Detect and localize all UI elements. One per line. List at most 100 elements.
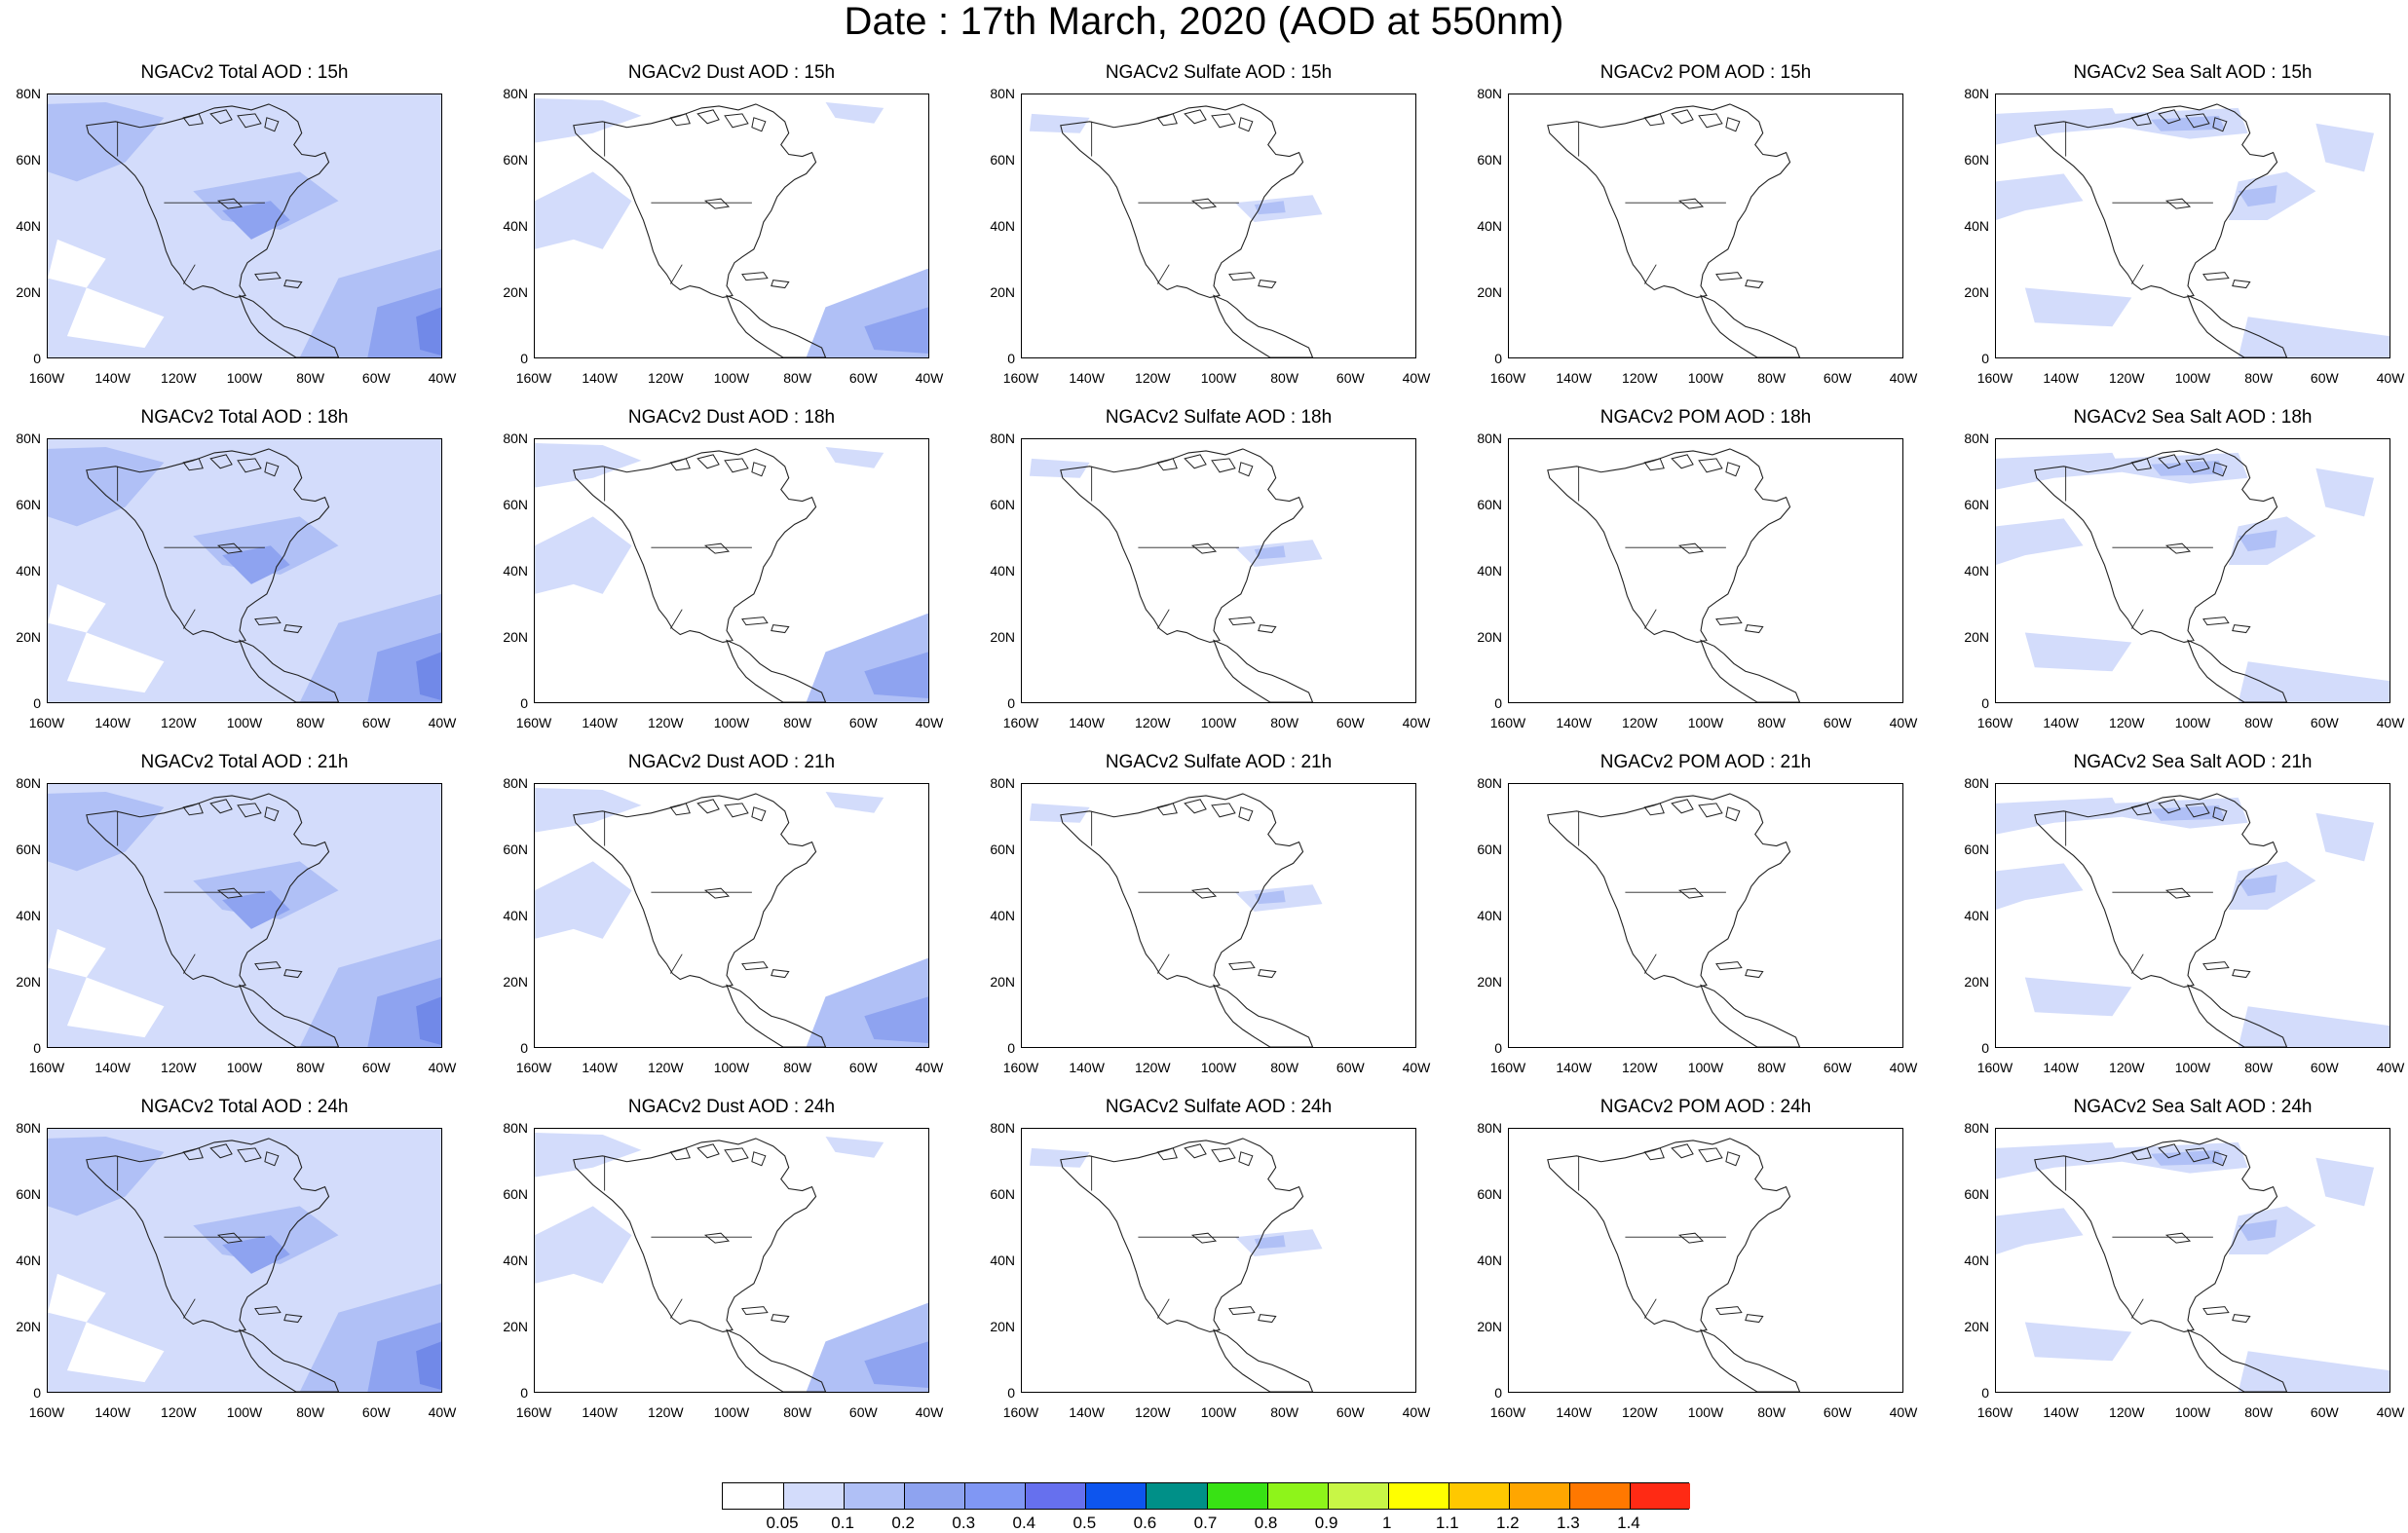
coastline (1060, 448, 1304, 644)
island-outline (2185, 1147, 2210, 1163)
island-outline (669, 1147, 691, 1161)
colorbar-divider (1327, 1483, 1329, 1509)
lon-tick-label: 40W (915, 370, 944, 386)
lat-tick-label: 80N (1964, 86, 1989, 101)
lat-tick-label: 60N (16, 152, 41, 168)
lat-tick-label: 40N (990, 218, 1015, 234)
island-outline (1745, 969, 1764, 979)
lat-tick-label: 20N (990, 284, 1015, 300)
island-outline (264, 462, 280, 477)
island-outline (182, 113, 204, 127)
lon-tick-label: 80W (2244, 1060, 2274, 1075)
coastline (1547, 793, 1791, 989)
panel-title: NGACv2 Dust AOD : 21h (627, 752, 836, 772)
map-frame (47, 438, 442, 703)
island-outline (283, 624, 303, 634)
aod-shading (2238, 661, 2389, 702)
aod-shading (48, 928, 106, 978)
lon-tick-label: 160W (1976, 1404, 2013, 1420)
lat-tick-label: 60N (990, 1186, 1015, 1202)
aod-shading (222, 545, 290, 584)
coastline (726, 1328, 827, 1392)
lon-tick-label: 120W (2109, 715, 2145, 730)
coastline (86, 448, 330, 644)
great-lakes (703, 887, 731, 899)
great-lakes (1190, 198, 1218, 209)
coastline (239, 984, 340, 1047)
lat-tick-label: 0 (33, 695, 41, 711)
aod-shading (222, 1235, 290, 1274)
island-outline (283, 1314, 303, 1324)
colorbar-swatch (1206, 1483, 1267, 1509)
lon-tick-label: 60W (361, 715, 391, 730)
lat-tick-label: 80N (16, 86, 41, 101)
lon-tick-label: 160W (1002, 1060, 1039, 1075)
island-outline (1228, 272, 1256, 281)
great-lakes (2164, 887, 2192, 899)
aod-shading (825, 791, 884, 813)
lon-tick-label: 140W (2043, 1404, 2079, 1420)
great-lakes (1677, 1232, 1705, 1244)
lat-tick-label: 80N (990, 430, 1015, 446)
lon-tick-label: 40W (428, 1060, 457, 1075)
island-outline (1238, 462, 1254, 477)
island-outline (1643, 113, 1665, 127)
lat-tick-label: 0 (33, 351, 41, 366)
figure-title: Date : 17th March, 2020 (AOD at 550nm) (844, 0, 1564, 43)
aod-shading (1996, 518, 2084, 566)
lat-tick-label: 0 (520, 1385, 528, 1401)
lon-tick-label: 40W (915, 1404, 944, 1420)
island-outline (1258, 280, 1277, 289)
lat-tick-label: 0 (1007, 351, 1015, 366)
lon-tick-label: 100W (226, 370, 263, 386)
lat-tick-label: 0 (33, 1385, 41, 1401)
lon-tick-label: 80W (1757, 1060, 1787, 1075)
aod-shading (1254, 1235, 1286, 1250)
colorbar-label: 0.8 (1254, 1514, 1278, 1532)
island-outline (1643, 803, 1665, 816)
political-border (669, 609, 683, 629)
lon-tick-label: 60W (1336, 370, 1365, 386)
aod-shading (1029, 1147, 1090, 1168)
island-outline (2158, 109, 2181, 125)
lon-tick-label: 120W (1135, 370, 1171, 386)
lon-tick-label: 40W (1402, 715, 1431, 730)
aod-map (535, 787, 928, 1047)
lat-tick-label: 20N (1477, 629, 1502, 645)
lat-tick-label: 60N (16, 841, 41, 857)
coastline (1060, 1138, 1304, 1333)
aod-shading (1029, 803, 1090, 823)
lat-tick-label: 60N (503, 152, 528, 168)
lon-tick-label: 60W (848, 1404, 878, 1420)
coastline (1700, 639, 1801, 702)
lon-tick-label: 80W (1757, 715, 1787, 730)
lat-tick-label: 20N (1964, 284, 1989, 300)
aod-shading (416, 1341, 441, 1391)
lat-tick-label: 60N (1964, 152, 1989, 168)
aod-shading (2151, 460, 2225, 476)
island-outline (751, 1151, 767, 1167)
lat-tick-label: 60N (1477, 497, 1502, 512)
island-outline (237, 458, 262, 473)
great-lakes (1677, 887, 1705, 899)
great-lakes (1190, 887, 1218, 899)
aod-shading (1996, 173, 2084, 221)
aod-shading (2151, 115, 2225, 131)
colorbar-swatch (723, 1483, 784, 1509)
coastline (1700, 984, 1801, 1047)
aod-shading (2238, 875, 2277, 897)
island-outline (254, 961, 282, 971)
island-outline (2232, 969, 2251, 979)
island-outline (1184, 1143, 1207, 1159)
political-border (1643, 1298, 1657, 1319)
lat-tick-label: 20N (990, 629, 1015, 645)
panel-title: NGACv2 Sea Salt AOD : 18h (2073, 407, 2313, 428)
lon-tick-label: 160W (28, 715, 65, 730)
island-outline (1156, 803, 1178, 816)
island-outline (771, 280, 790, 289)
coastline (2187, 639, 2288, 702)
lon-tick-label: 80W (296, 715, 325, 730)
political-border (182, 264, 196, 284)
map-frame (1508, 93, 1903, 358)
map-frame (1021, 438, 1416, 703)
